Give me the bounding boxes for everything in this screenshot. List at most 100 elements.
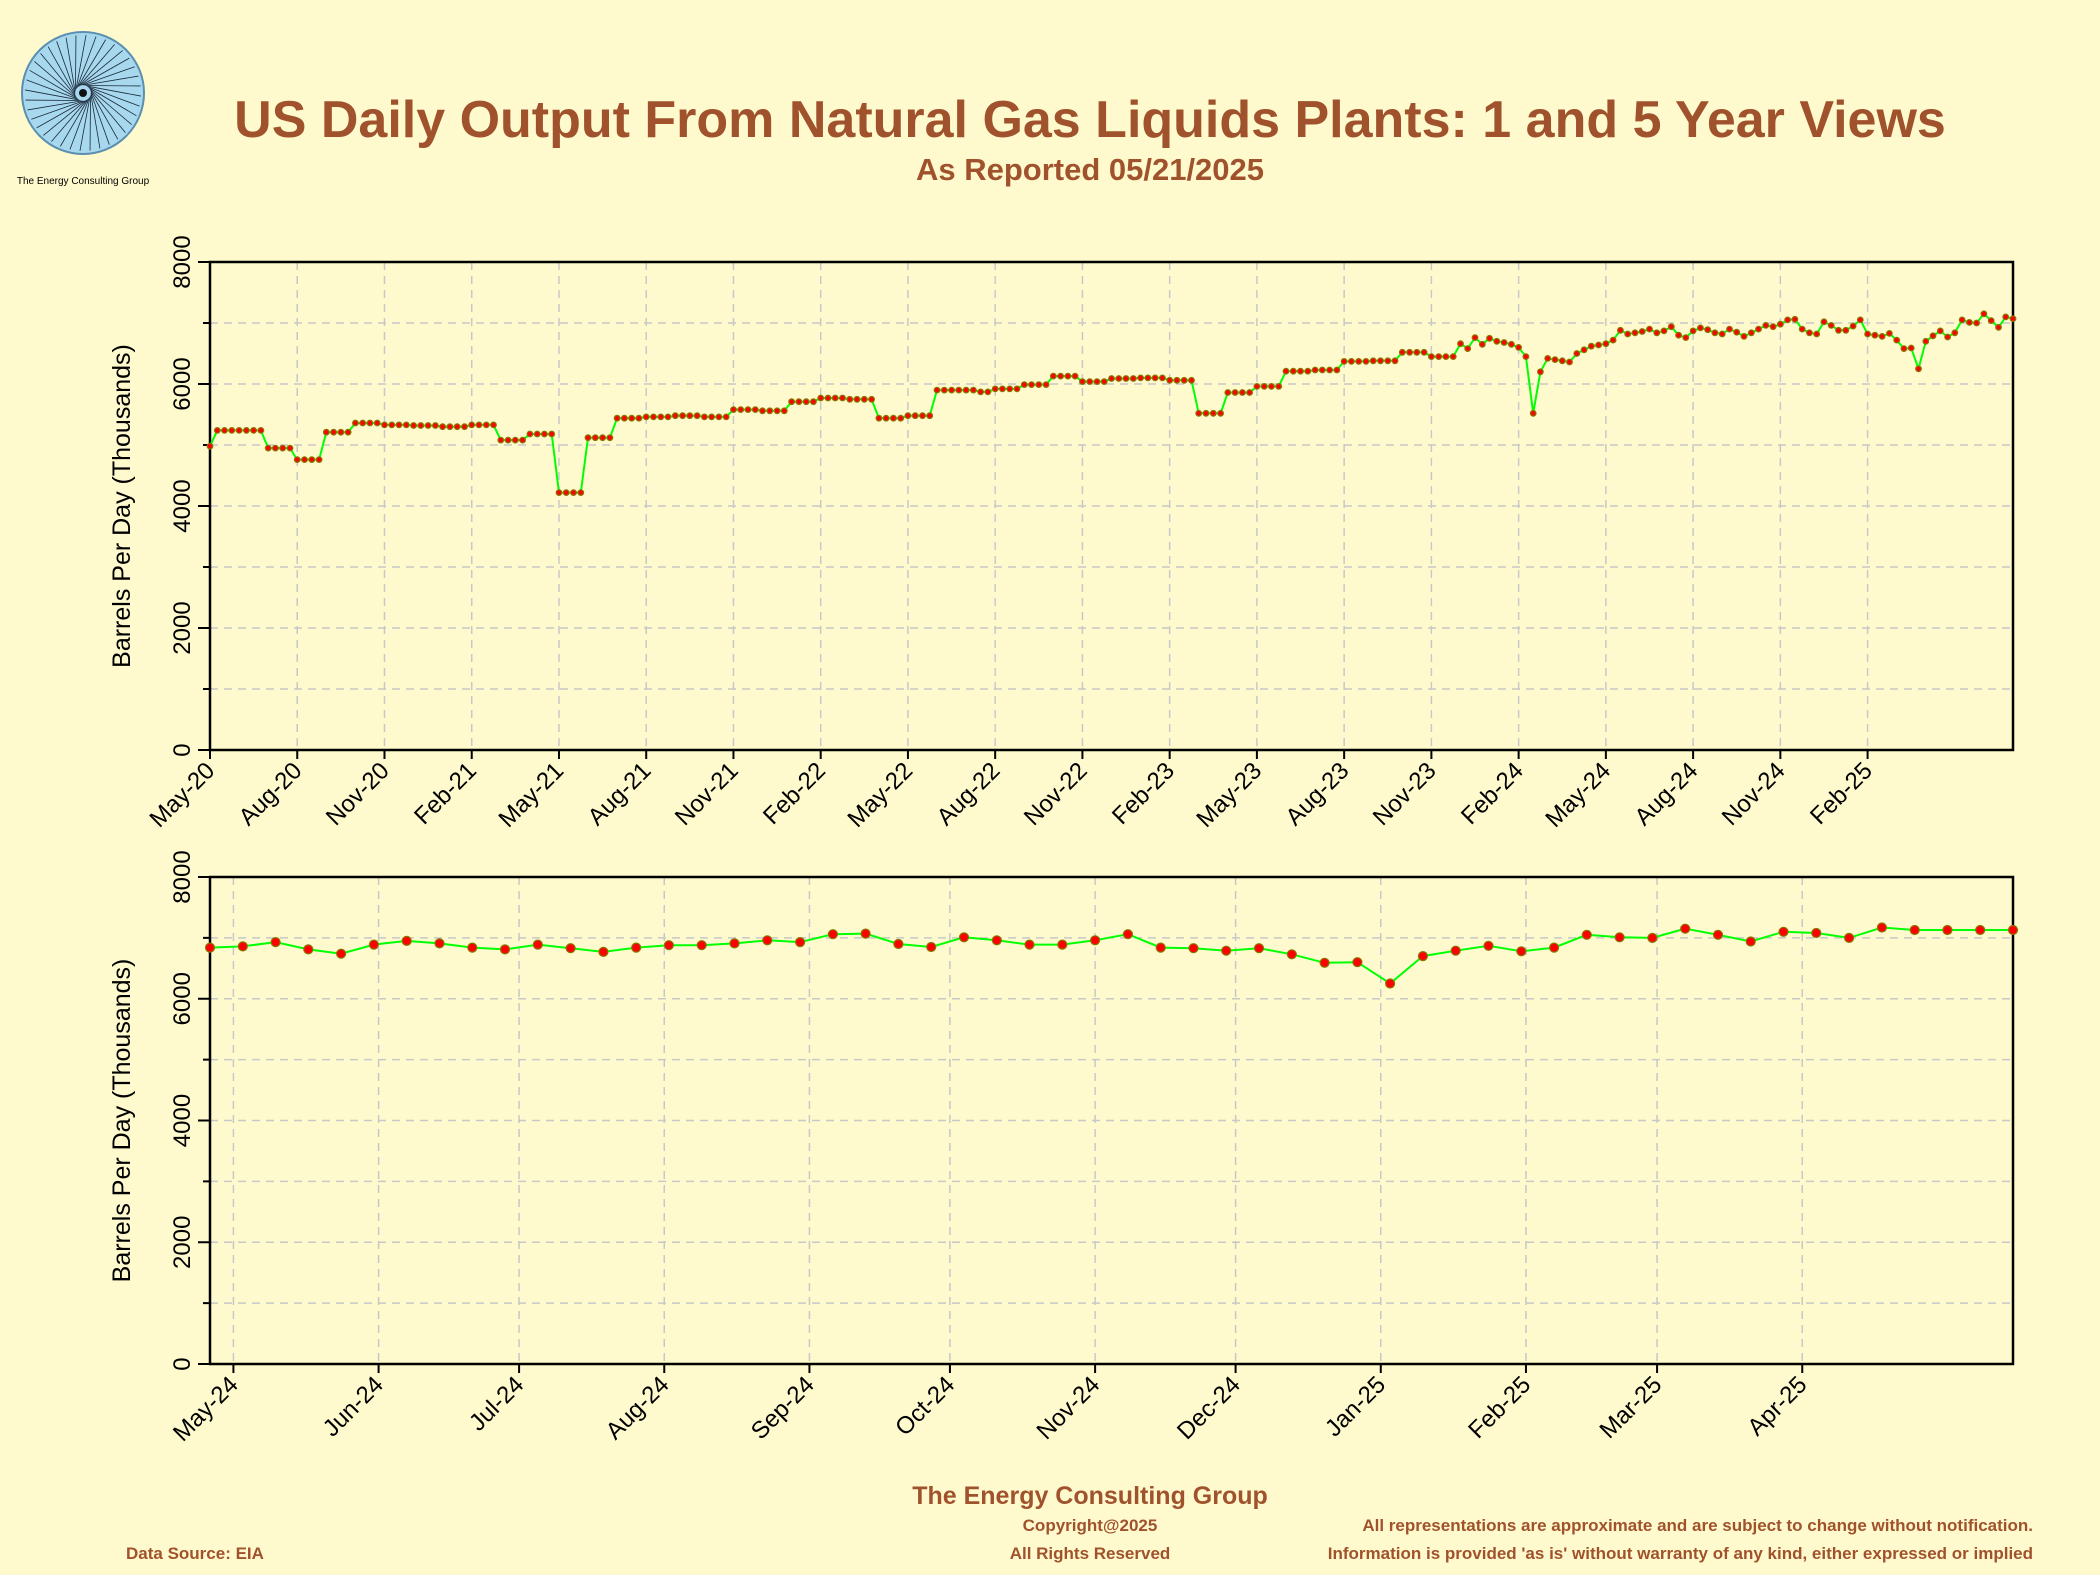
data-point — [642, 413, 650, 421]
data-point — [1246, 389, 1253, 396]
chart-subtitle: As Reported 05/21/2025 — [916, 152, 1264, 187]
data-point — [940, 386, 948, 394]
data-point — [1089, 935, 1101, 946]
data-point — [1493, 337, 1501, 345]
x-tick-label: Aug-23 — [1281, 757, 1355, 831]
data-point — [715, 413, 723, 421]
logo-stroke — [88, 86, 140, 107]
data-point — [1631, 329, 1639, 337]
data-point — [1558, 357, 1566, 365]
data-point — [1551, 356, 1559, 364]
data-point — [1647, 932, 1658, 944]
data-point — [1028, 381, 1035, 389]
data-point — [1581, 929, 1592, 940]
logo-stroke — [90, 90, 126, 133]
logo-stroke — [75, 35, 87, 90]
data-point — [1755, 325, 1762, 333]
y-tick-label: 0 — [169, 743, 196, 756]
data-point — [875, 414, 883, 422]
logo-stroke — [47, 46, 76, 95]
data-point — [1417, 950, 1429, 962]
data-point — [308, 456, 316, 464]
data-point — [1711, 329, 1719, 337]
data-point — [1843, 932, 1855, 944]
data-point — [1893, 336, 1901, 344]
data-point — [1536, 368, 1544, 376]
data-point — [831, 394, 839, 402]
data-point — [467, 942, 478, 953]
data-point — [490, 421, 497, 429]
data-point — [1078, 378, 1086, 386]
data-point — [1980, 310, 1988, 318]
data-point — [424, 422, 432, 429]
data-point — [1614, 932, 1625, 943]
data-point — [1616, 326, 1624, 334]
data-point — [1195, 409, 1203, 417]
x-tick-label: Dec-24 — [1172, 1371, 1246, 1445]
logo-stroke — [25, 89, 80, 101]
data-point — [1515, 344, 1522, 351]
data-point — [1856, 316, 1864, 324]
x-tick-label: May-24 — [1540, 757, 1616, 833]
data-point — [599, 434, 606, 442]
data-point — [686, 412, 694, 420]
data-point — [1442, 353, 1450, 361]
data-point — [555, 489, 563, 497]
data-point — [1006, 385, 1014, 393]
data-point — [1253, 943, 1265, 954]
data-point — [235, 427, 243, 434]
data-point — [1745, 936, 1756, 947]
logo-stroke — [89, 88, 132, 125]
data-point — [1267, 383, 1275, 390]
data-point — [402, 421, 410, 429]
data-point — [562, 489, 570, 497]
data-point — [1057, 372, 1064, 380]
x-tick-label: Jan-25 — [1320, 1371, 1391, 1442]
data-point — [926, 412, 934, 420]
data-point — [1909, 924, 1920, 936]
data-point — [1573, 350, 1581, 357]
data-point — [1435, 353, 1443, 361]
chart-title: US Daily Output From Natural Gas Liquids… — [234, 91, 1946, 149]
data-point — [730, 406, 737, 414]
data-point — [1929, 332, 1937, 340]
data-point — [541, 430, 548, 438]
data-point — [1413, 348, 1421, 356]
y-axis-label: Barrels Per Day (Thousands) — [108, 959, 136, 1283]
logo-stroke — [65, 37, 76, 92]
x-tick-label: Apr-25 — [1742, 1371, 1812, 1441]
data-point — [1762, 322, 1770, 329]
data-point — [613, 414, 621, 422]
data-point — [1100, 378, 1108, 386]
data-point — [598, 946, 609, 958]
data-point — [839, 394, 846, 402]
data-point — [432, 422, 439, 429]
logo-stroke — [43, 100, 86, 136]
data-point — [890, 414, 897, 422]
x-tick-label: Feb-23 — [1107, 757, 1180, 830]
logo-stroke — [78, 44, 115, 87]
data-point — [1813, 330, 1821, 338]
data-point — [2002, 313, 2010, 321]
data-point — [315, 456, 323, 464]
data-point — [286, 444, 294, 452]
footer-copyright: Copyright@2025 — [1023, 1516, 1158, 1535]
data-point — [635, 414, 643, 422]
data-point — [1398, 348, 1406, 356]
data-point — [1420, 348, 1428, 356]
logo-stroke — [81, 57, 130, 86]
x-tick-label: Aug-21 — [583, 757, 657, 831]
data-point — [1778, 926, 1789, 937]
data-point — [1675, 331, 1682, 339]
data-point — [1158, 374, 1166, 382]
data-point — [621, 414, 628, 422]
data-point — [1842, 326, 1850, 334]
y-tick-label: 8000 — [169, 235, 196, 288]
series-line — [209, 926, 2013, 985]
data-point — [368, 939, 379, 950]
data-point — [788, 398, 795, 406]
data-point — [250, 427, 258, 434]
data-point — [1973, 319, 1980, 327]
logo-stroke — [56, 41, 76, 94]
